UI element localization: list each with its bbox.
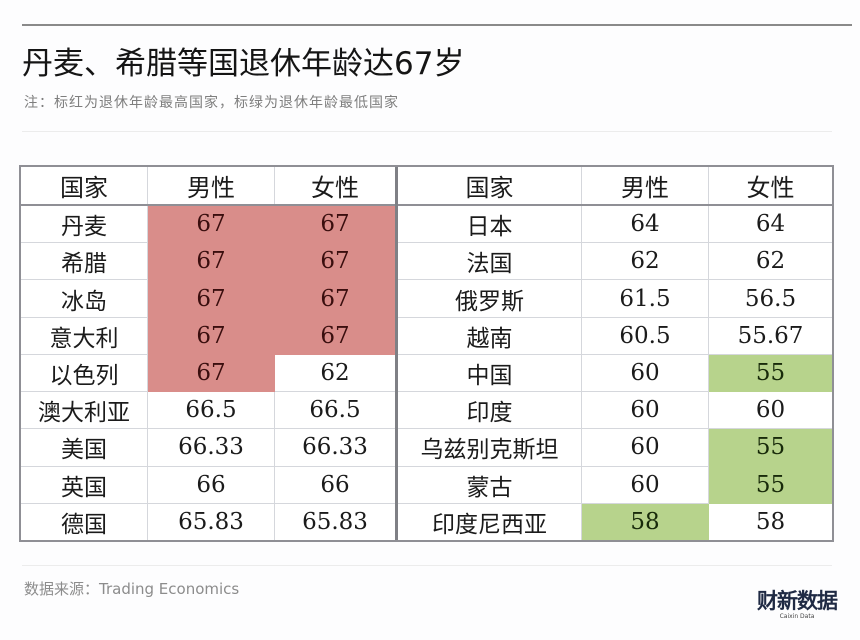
table-row: 印度 60 60 bbox=[398, 391, 832, 430]
male-age-cell: 66.5 bbox=[147, 391, 275, 430]
left-table: 国家 男性 女性 丹麦 67 67 希腊 67 67 冰岛 67 67 意大利 67 67 以色列 67 6… bbox=[21, 167, 398, 540]
female-age-cell: 66.33 bbox=[274, 428, 397, 467]
table-row: 意大利 67 67 bbox=[21, 316, 397, 355]
male-age-cell: 61.5 bbox=[581, 279, 709, 318]
female-age-cell: 58 bbox=[708, 502, 832, 540]
male-age-cell: 60.5 bbox=[581, 316, 709, 355]
female-age-cell: 60 bbox=[708, 391, 832, 430]
female-age-cell: 62 bbox=[708, 242, 832, 281]
data-source: 数据来源：Trading Economics bbox=[24, 580, 240, 598]
country-cell: 中国 bbox=[398, 353, 582, 393]
country-cell: 以色列 bbox=[21, 353, 148, 393]
country-cell: 美国 bbox=[21, 428, 148, 467]
country-cell: 印度 bbox=[398, 391, 582, 430]
female-age-cell: 55 bbox=[708, 353, 832, 393]
country-cell: 冰岛 bbox=[21, 279, 148, 318]
table-row: 越南 60.5 55.67 bbox=[398, 316, 832, 355]
female-age-cell: 67 bbox=[274, 242, 397, 281]
page-title: 丹麦、希腊等国退休年龄达67岁 bbox=[22, 46, 465, 82]
country-cell: 希腊 bbox=[21, 242, 148, 281]
country-cell: 意大利 bbox=[21, 316, 148, 355]
female-age-cell: 56.5 bbox=[708, 279, 832, 318]
page-subtitle-note: 注：标红为退休年龄最高国家，标绿为退休年龄最低国家 bbox=[24, 95, 399, 111]
caixin-data-logo: 财新数据 Caixin Data bbox=[752, 590, 842, 621]
male-age-cell: 60 bbox=[581, 353, 709, 393]
female-age-cell: 64 bbox=[708, 204, 832, 244]
male-age-cell: 67 bbox=[147, 279, 275, 318]
column-header-country: 国家 bbox=[21, 167, 148, 206]
subtitle-divider bbox=[22, 131, 832, 132]
table-row: 德国 65.83 65.83 bbox=[21, 502, 397, 540]
male-age-cell: 60 bbox=[581, 391, 709, 430]
country-cell: 越南 bbox=[398, 316, 582, 355]
male-age-cell: 62 bbox=[581, 242, 709, 281]
column-header-female: 女性 bbox=[708, 167, 832, 206]
table-header-row: 国家 男性 女性 bbox=[21, 167, 397, 206]
table-row: 日本 64 64 bbox=[398, 204, 832, 244]
column-header-country: 国家 bbox=[398, 167, 582, 206]
male-age-cell: 60 bbox=[581, 465, 709, 504]
male-age-cell: 67 bbox=[147, 353, 275, 393]
country-cell: 俄罗斯 bbox=[398, 279, 582, 318]
country-cell: 丹麦 bbox=[21, 204, 148, 244]
table-row: 印度尼西亚 58 58 bbox=[398, 502, 832, 540]
table-row: 法国 62 62 bbox=[398, 242, 832, 281]
country-cell: 印度尼西亚 bbox=[398, 502, 582, 540]
table-row: 澳大利亚 66.5 66.5 bbox=[21, 391, 397, 430]
column-header-male: 男性 bbox=[581, 167, 709, 206]
country-cell: 德国 bbox=[21, 502, 148, 540]
logo-text: 财新数据 bbox=[757, 589, 838, 613]
top-divider bbox=[22, 24, 852, 26]
female-age-cell: 67 bbox=[274, 204, 397, 244]
male-age-cell: 66.33 bbox=[147, 428, 275, 467]
female-age-cell: 66 bbox=[274, 465, 397, 504]
female-age-cell: 67 bbox=[274, 279, 397, 318]
male-age-cell: 64 bbox=[581, 204, 709, 244]
country-cell: 乌兹别克斯坦 bbox=[398, 428, 582, 467]
female-age-cell: 55.67 bbox=[708, 316, 832, 355]
female-age-cell: 67 bbox=[274, 316, 397, 355]
column-header-male: 男性 bbox=[147, 167, 275, 206]
female-age-cell: 55 bbox=[708, 428, 832, 467]
table-header-row: 国家 男性 女性 bbox=[398, 167, 832, 206]
table-row: 中国 60 55 bbox=[398, 353, 832, 393]
table-row: 蒙古 60 55 bbox=[398, 465, 832, 504]
table-row: 乌兹别克斯坦 60 55 bbox=[398, 428, 832, 467]
table-row: 以色列 67 62 bbox=[21, 353, 397, 393]
male-age-cell: 66 bbox=[147, 465, 275, 504]
male-age-cell: 67 bbox=[147, 242, 275, 281]
country-cell: 英国 bbox=[21, 465, 148, 504]
table-row: 美国 66.33 66.33 bbox=[21, 428, 397, 467]
male-age-cell: 67 bbox=[147, 204, 275, 244]
column-header-female: 女性 bbox=[274, 167, 397, 206]
country-cell: 法国 bbox=[398, 242, 582, 281]
footer-divider bbox=[22, 565, 832, 566]
male-age-cell: 67 bbox=[147, 316, 275, 355]
table-row: 俄罗斯 61.5 56.5 bbox=[398, 279, 832, 318]
country-cell: 澳大利亚 bbox=[21, 391, 148, 430]
table-row: 英国 66 66 bbox=[21, 465, 397, 504]
female-age-cell: 65.83 bbox=[274, 502, 397, 540]
logo-subtext: Caixin Data bbox=[779, 613, 815, 620]
male-age-cell: 60 bbox=[581, 428, 709, 467]
male-age-cell: 65.83 bbox=[147, 502, 275, 540]
retirement-age-table: 国家 男性 女性 丹麦 67 67 希腊 67 67 冰岛 67 67 意大利 67 67 以色列 67 6… bbox=[19, 165, 834, 542]
table-row: 丹麦 67 67 bbox=[21, 204, 397, 244]
country-cell: 蒙古 bbox=[398, 465, 582, 504]
female-age-cell: 66.5 bbox=[274, 391, 397, 430]
table-row: 冰岛 67 67 bbox=[21, 279, 397, 318]
female-age-cell: 62 bbox=[274, 353, 397, 393]
male-age-cell: 58 bbox=[581, 502, 709, 540]
right-table: 国家 男性 女性 日本 64 64 法国 62 62 俄罗斯 61.5 56.5 越南 60.5 55… bbox=[398, 167, 832, 540]
table-row: 希腊 67 67 bbox=[21, 242, 397, 281]
female-age-cell: 55 bbox=[708, 465, 832, 504]
country-cell: 日本 bbox=[398, 204, 582, 244]
